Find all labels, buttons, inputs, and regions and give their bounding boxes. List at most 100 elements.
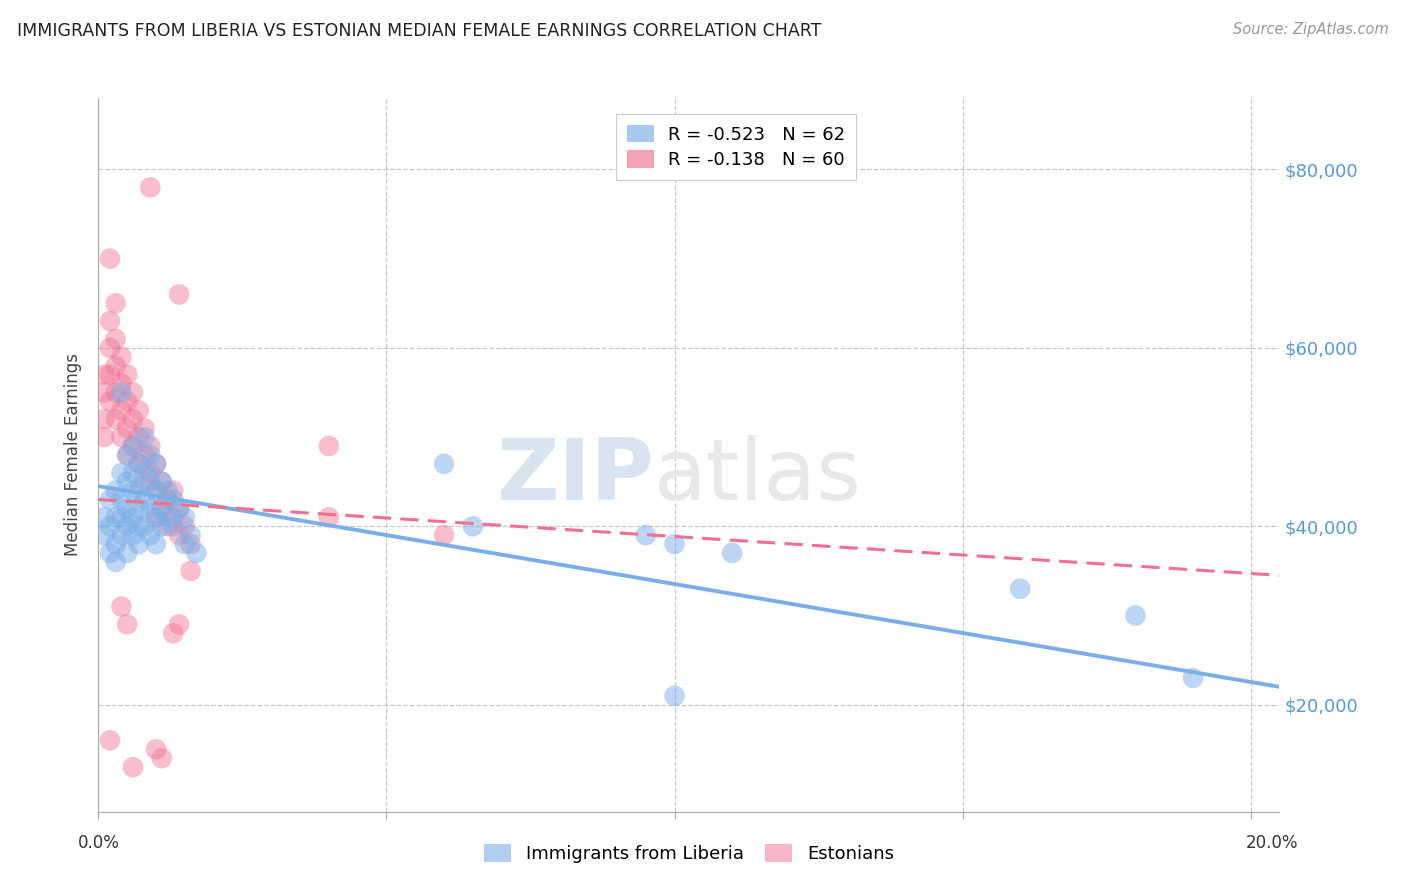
Point [139,528,162,542]
Point [122,760,145,774]
Point [122,466,145,480]
Point [145,742,167,756]
Point [167,501,190,516]
Point [145,457,167,471]
Point [162,510,184,524]
Point [173,519,195,533]
Point [128,457,150,471]
Point [173,537,195,551]
Point [93,528,115,542]
Point [128,430,150,444]
Point [104,359,127,373]
Point [134,475,156,489]
Point [93,430,115,444]
Point [122,528,145,542]
Point [128,457,150,471]
Point [110,350,132,364]
Point [1010,582,1032,596]
Point [156,483,179,498]
Point [150,519,173,533]
Point [134,519,156,533]
Point [104,537,127,551]
Point [98,546,121,560]
Point [93,412,115,426]
Point [145,483,167,498]
Point [98,733,121,747]
Point [98,314,121,328]
Text: 20.0%: 20.0% [1246,834,1299,852]
Y-axis label: Median Female Earnings: Median Female Earnings [65,353,83,557]
Point [128,403,150,417]
Point [186,546,208,560]
Point [115,546,138,560]
Point [139,448,162,462]
Point [115,448,138,462]
Point [122,412,145,426]
Point [134,466,156,480]
Point [128,519,150,533]
Point [433,528,456,542]
Point [461,519,484,533]
Point [115,475,138,489]
Legend: Immigrants from Liberia, Estonians: Immigrants from Liberia, Estonians [477,838,901,871]
Point [134,492,156,507]
Point [150,475,173,489]
Point [115,501,138,516]
Point [139,439,162,453]
Point [162,519,184,533]
Point [180,528,202,542]
Point [150,475,173,489]
Text: ZIP: ZIP [496,434,654,518]
Text: IMMIGRANTS FROM LIBERIA VS ESTONIAN MEDIAN FEMALE EARNINGS CORRELATION CHART: IMMIGRANTS FROM LIBERIA VS ESTONIAN MEDI… [17,22,821,40]
Point [134,430,156,444]
Point [139,180,162,194]
Point [98,519,121,533]
Point [150,501,173,516]
Point [104,385,127,400]
Point [167,617,190,632]
Point [122,483,145,498]
Point [145,483,167,498]
Point [139,501,162,516]
Point [721,546,744,560]
Point [180,537,202,551]
Point [104,412,127,426]
Point [145,537,167,551]
Point [167,528,190,542]
Point [122,510,145,524]
Point [664,689,686,703]
Point [110,599,132,614]
Point [104,510,127,524]
Point [98,492,121,507]
Text: 0.0%: 0.0% [77,834,120,852]
Point [145,510,167,524]
Point [110,385,132,400]
Point [122,385,145,400]
Point [139,475,162,489]
Point [1182,671,1205,685]
Point [122,439,145,453]
Point [128,501,150,516]
Point [104,555,127,569]
Point [110,430,132,444]
Point [98,341,121,355]
Point [162,492,184,507]
Point [110,376,132,391]
Point [110,492,132,507]
Point [110,403,132,417]
Point [318,439,340,453]
Point [664,537,686,551]
Point [145,510,167,524]
Point [1125,608,1147,623]
Text: atlas: atlas [654,434,862,518]
Point [98,252,121,266]
Point [433,457,456,471]
Point [150,501,173,516]
Point [145,457,167,471]
Point [134,421,156,435]
Point [98,368,121,382]
Point [180,564,202,578]
Point [110,510,132,524]
Point [634,528,657,542]
Point [93,510,115,524]
